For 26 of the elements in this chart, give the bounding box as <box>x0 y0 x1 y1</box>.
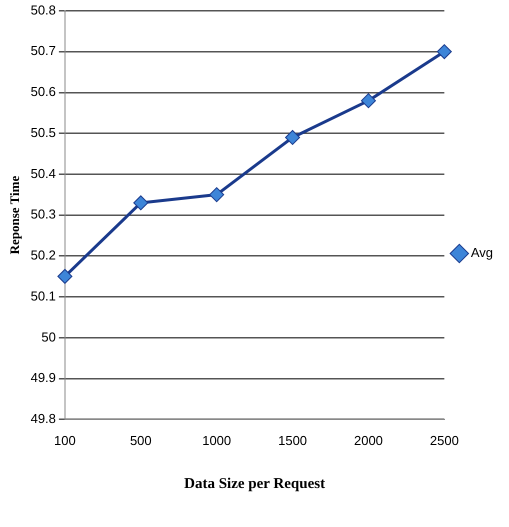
y-tick-label: 50.6 <box>30 84 56 100</box>
y-tick-label: 49.8 <box>30 410 56 426</box>
x-axis-title: Data Size per Request <box>184 476 326 492</box>
y-tick-label: 50.8 <box>30 2 56 18</box>
y-tick-label: 50.7 <box>30 43 56 58</box>
point <box>209 187 224 202</box>
y-tick-label: 50.3 <box>30 206 56 222</box>
point <box>285 130 300 145</box>
x-tick-label: 500 <box>130 432 152 448</box>
y-tick-label: 50.1 <box>30 288 56 304</box>
point <box>133 195 148 210</box>
point <box>436 44 452 60</box>
y-tick-label: 50.4 <box>30 166 56 181</box>
x-tick-label: 2500 <box>430 432 459 448</box>
legend-label: Avg <box>470 245 494 260</box>
y-tick-label: 50.5 <box>30 124 56 140</box>
point <box>57 268 72 284</box>
y-axis-title: Reponse Time <box>7 176 22 254</box>
x-tick-label: 2000 <box>354 432 383 448</box>
y-tick-label: 50 <box>41 329 56 344</box>
y-tick-label: 49.9 <box>30 370 56 386</box>
x-tick-label: 1000 <box>202 432 232 448</box>
point <box>360 93 376 108</box>
x-tick-label: 1500 <box>278 432 308 448</box>
x-tick-label: 100 <box>54 432 76 448</box>
y-tick-label: 50.2 <box>30 248 56 263</box>
